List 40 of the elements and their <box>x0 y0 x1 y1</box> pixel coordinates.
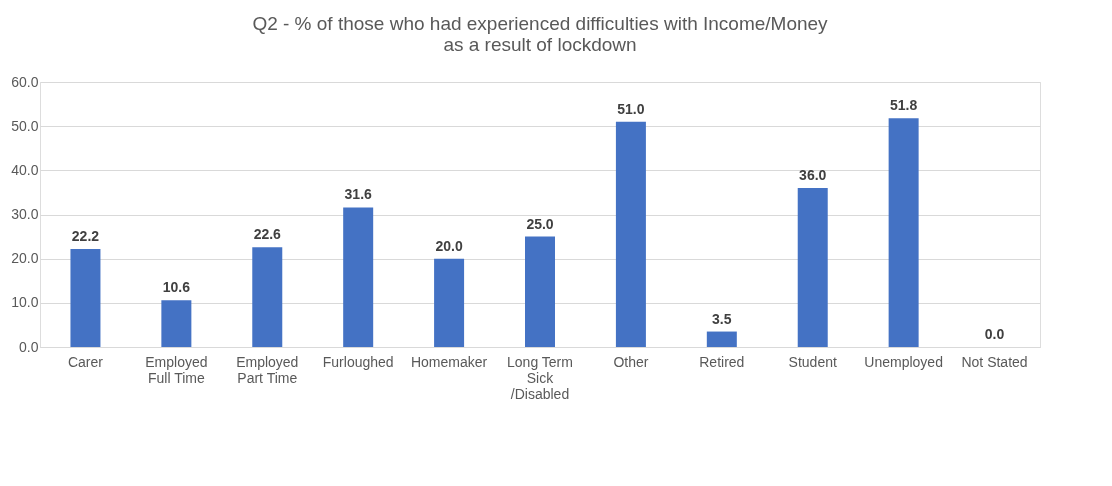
data-label: 51.0 <box>617 100 645 117</box>
x-tick-label: Employed Part Time <box>236 353 299 386</box>
data-label: 0.0 <box>984 326 1005 342</box>
data-label: 10.6 <box>162 279 191 296</box>
data-label: 31.6 <box>344 186 373 203</box>
data-label: 20.0 <box>435 237 463 254</box>
x-tick-label: Employed Full Time <box>145 353 208 386</box>
bar <box>161 300 192 347</box>
x-tick-label: Other <box>613 353 649 370</box>
bar <box>888 118 919 347</box>
bar <box>615 121 646 347</box>
chart-title: Q2 - % of those who had experienced difficulties with Income/Money as a result of lockdown <box>252 13 829 55</box>
bar <box>343 207 374 347</box>
y-tick-label: 30.0 <box>11 206 39 222</box>
x-tick-label: Unemployed <box>864 353 943 370</box>
data-label: 22.2 <box>71 227 100 244</box>
x-tick-label: Long Term Sick /Disabled <box>507 353 573 402</box>
data-label: 25.0 <box>526 215 554 232</box>
x-tick-label: Retired <box>699 353 745 370</box>
data-label: 51.8 <box>890 97 918 114</box>
bar <box>525 236 555 347</box>
y-tick-label: 40.0 <box>11 161 39 178</box>
y-tick-label: 10.0 <box>11 294 39 311</box>
data-label: 3.5 <box>712 310 732 327</box>
x-tick-label: Furloughed <box>322 353 394 370</box>
x-tick-label: Carer <box>67 353 104 370</box>
bar <box>70 248 101 347</box>
y-tick-label: 20.0 <box>11 250 39 267</box>
bar <box>252 247 283 347</box>
data-label: 36.0 <box>799 167 827 183</box>
bar <box>797 188 828 347</box>
bar <box>434 258 465 347</box>
y-tick-label: 50.0 <box>11 117 39 134</box>
bar <box>706 331 737 347</box>
x-tick-label: Student <box>788 353 837 370</box>
y-tick-label: 60.0 <box>11 73 39 90</box>
data-label: 22.6 <box>253 226 282 243</box>
x-tick-label: Not Stated <box>961 353 1028 370</box>
x-tick-label: Homemaker <box>410 353 488 370</box>
y-tick-label: 0.0 <box>19 338 39 355</box>
